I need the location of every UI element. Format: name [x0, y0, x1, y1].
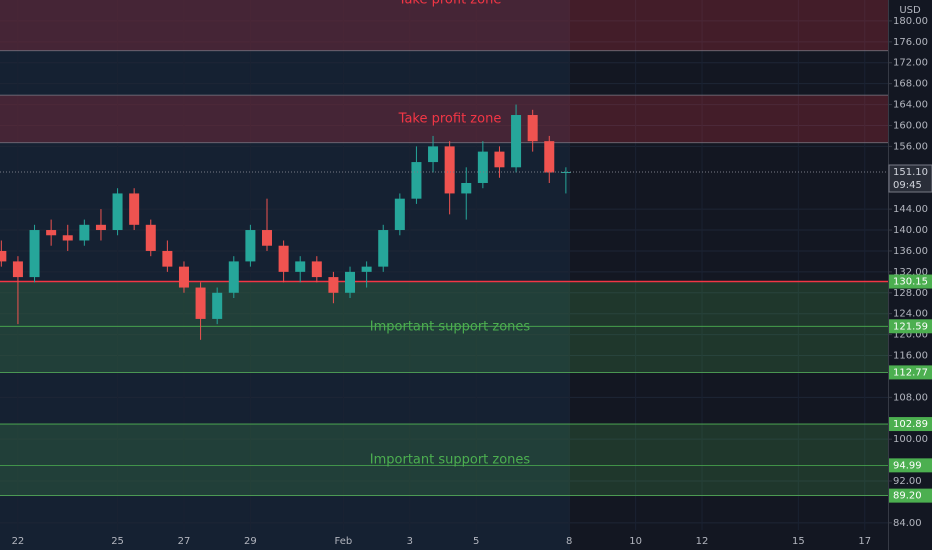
zone-label: Important support zones: [370, 319, 531, 334]
candle-body: [378, 230, 389, 267]
candle-body: [345, 271, 356, 293]
countdown-label: 09:45: [893, 180, 922, 191]
candle-body: [245, 230, 256, 262]
candle-body: [145, 224, 156, 251]
candle-body: [511, 115, 522, 168]
candle-body: [394, 198, 405, 231]
x-tick-label: 15: [792, 536, 805, 547]
zone: [0, 424, 888, 496]
zone-label: Take profit zone: [398, 111, 502, 126]
candle-body: [261, 230, 272, 246]
candle-body: [0, 250, 7, 262]
candle-body: [361, 266, 372, 272]
level-label: 121.59: [893, 321, 928, 332]
x-tick-label: 8: [566, 536, 572, 547]
level-tag: [889, 365, 932, 380]
y-tick-label: 140.00: [893, 225, 928, 236]
level-tag: [889, 488, 932, 503]
candle-body: [162, 250, 173, 267]
candle-body: [444, 146, 455, 194]
candle-body: [129, 193, 140, 225]
zone: [0, 281, 888, 373]
x-tick-label: 22: [12, 536, 25, 547]
candle-body: [544, 141, 555, 173]
x-tick-label: 10: [629, 536, 642, 547]
candle-body: [79, 224, 90, 241]
x-tick-label: 27: [178, 536, 191, 547]
candle-body: [411, 162, 422, 199]
candle-body: [46, 230, 57, 236]
level-label: 102.89: [893, 419, 928, 430]
y-tick-label: 144.00: [893, 204, 928, 215]
y-tick-label: 84.00: [893, 518, 922, 529]
candle-body: [560, 172, 571, 174]
y-tick-label: 180.00: [893, 16, 928, 27]
candle-body: [12, 261, 23, 278]
candle-body: [212, 292, 223, 319]
zone-label: Take profit zone: [398, 0, 502, 8]
x-tick-label: 5: [473, 536, 479, 547]
y-tick-label: 172.00: [893, 58, 928, 69]
candle-body: [95, 224, 106, 231]
candle-body: [29, 230, 40, 278]
y-tick-label: 136.00: [893, 246, 928, 257]
y-tick-label: 108.00: [893, 392, 928, 403]
candle-body: [428, 146, 439, 163]
y-tick-label: 132.00: [893, 267, 928, 278]
y-tick-label: 92.00: [893, 476, 922, 487]
candle-body: [461, 182, 472, 194]
y-tick-label: 120.00: [893, 330, 928, 341]
x-tick-label: 17: [858, 536, 871, 547]
candle-body: [494, 151, 505, 168]
candle-body: [62, 235, 73, 241]
level-tag: [889, 274, 932, 289]
y-tick-label: 156.00: [893, 141, 928, 152]
y-tick-label: 124.00: [893, 309, 928, 320]
y-tick-label: 160.00: [893, 120, 928, 131]
candle-body: [278, 245, 289, 272]
zone-label: Important support zones: [370, 452, 531, 467]
candle-body: [178, 266, 189, 288]
level-label: 130.15: [893, 277, 928, 288]
y-tick-label: 168.00: [893, 79, 928, 90]
level-label: 89.20: [893, 491, 922, 502]
candle-body: [311, 261, 322, 278]
x-tick-label: Feb: [335, 536, 353, 547]
y-tick-label: 100.00: [893, 434, 928, 445]
candle-body: [228, 261, 239, 293]
level-tag: [889, 319, 932, 334]
x-tick-label: 12: [696, 536, 709, 547]
candle-body: [477, 151, 488, 183]
y-tick-label: 116.00: [893, 351, 928, 362]
x-tick-label: 3: [407, 536, 413, 547]
history-background: [0, 0, 570, 550]
last-price-label: 151.10: [893, 167, 928, 178]
zone: [0, 95, 888, 143]
y-tick-label: 128.00: [893, 288, 928, 299]
candle-body: [328, 277, 339, 293]
x-tick-label: 29: [244, 536, 257, 547]
candle-body: [295, 261, 306, 272]
y-tick-label: 164.00: [893, 100, 928, 111]
level-tag: [889, 417, 932, 432]
candle-body: [527, 115, 538, 142]
level-label: 112.77: [893, 367, 928, 378]
last-price-tag: [888, 164, 932, 193]
level-tag: [889, 458, 932, 473]
x-tick-label: 25: [111, 536, 124, 547]
zone: [0, 0, 888, 51]
y-tick-label: 176.00: [893, 37, 928, 48]
candle-body: [112, 193, 123, 231]
currency-label: USD: [899, 5, 921, 16]
level-label: 94.99: [893, 460, 922, 471]
candle-body: [195, 287, 206, 319]
